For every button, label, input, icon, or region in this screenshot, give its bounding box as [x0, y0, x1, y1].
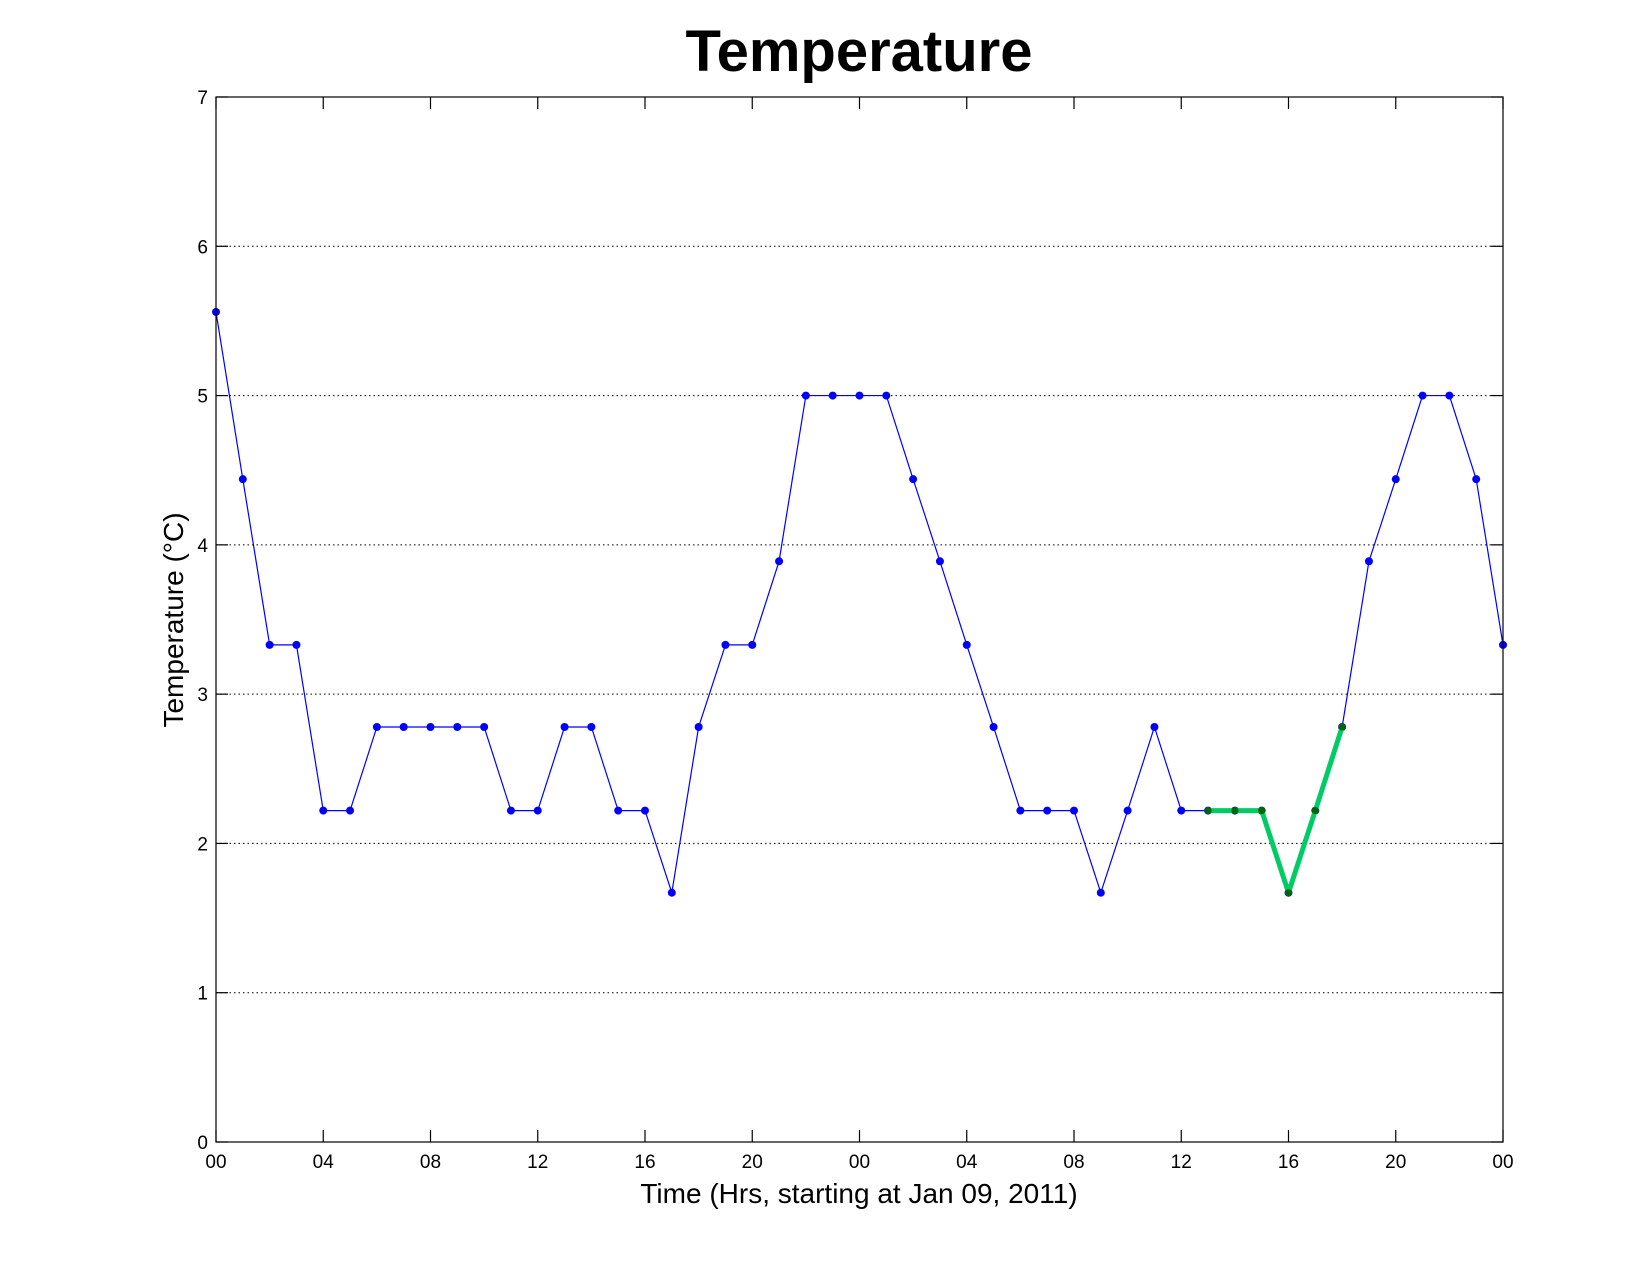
temperature-point [882, 391, 891, 400]
temperature-point [748, 640, 757, 649]
temperature-point [1043, 806, 1052, 815]
x-tick-label: 20 [1385, 1152, 1406, 1173]
y-tick-label: 0 [197, 1133, 208, 1154]
y-tick-label: 6 [197, 237, 208, 258]
temperature-point [1391, 475, 1400, 484]
temperature-point [426, 722, 435, 731]
temperature-point [614, 806, 623, 815]
temperature-point [346, 806, 355, 815]
temperature-point [238, 475, 247, 484]
temperature-point [1472, 475, 1481, 484]
temperature-point [935, 557, 944, 566]
temperature-point [1096, 888, 1105, 897]
y-axis-label: Temperature (°C) [158, 512, 189, 727]
grid-lines [216, 245, 1503, 994]
x-tick-labels: 00 04 08 12 16 20 00 04 08 12 16 20 00 [205, 1152, 1513, 1173]
y-tick-label: 7 [197, 88, 208, 109]
temperature-point [828, 391, 837, 400]
y-tick-labels: 0 1 2 3 4 5 6 7 [197, 88, 208, 1154]
y-tick-label: 1 [197, 984, 208, 1005]
x-tick-label: 12 [1171, 1152, 1192, 1173]
y-tick-label: 5 [197, 387, 208, 408]
y-tick-label: 4 [197, 536, 208, 557]
highlight-point [1338, 723, 1346, 731]
temperature-point [989, 722, 998, 731]
temperature-point [453, 722, 462, 731]
temperature-point [1016, 806, 1025, 815]
temperature-point [1445, 391, 1454, 400]
highlight-point [1204, 806, 1212, 815]
temperature-point [1418, 391, 1427, 400]
highlight-series-line [1208, 726, 1345, 896]
temperature-point [775, 557, 784, 566]
y-tick-label: 3 [197, 685, 208, 706]
temperature-point [641, 806, 649, 815]
temperature-point [506, 806, 515, 815]
highlight-point [1258, 806, 1266, 815]
x-tick-label: 04 [956, 1152, 978, 1173]
temperature-point [1150, 722, 1159, 731]
x-tick-label: 16 [1278, 1152, 1299, 1173]
x-tick-label: 00 [1492, 1152, 1513, 1173]
temperature-point [265, 640, 274, 649]
temperature-point [399, 722, 408, 731]
x-tick-label: 00 [849, 1152, 870, 1173]
temperature-point [480, 722, 489, 731]
temperature-point [962, 640, 971, 649]
temperature-point [372, 722, 381, 731]
temperature-point [587, 722, 596, 731]
temperature-point [694, 722, 703, 731]
temperature-point [667, 888, 676, 897]
x-axis-label: Time (Hrs, starting at Jan 09, 2011) [640, 1178, 1077, 1209]
x-tick-label: 16 [634, 1152, 655, 1173]
highlight-point [1311, 806, 1319, 815]
chart-title: Temperature [685, 19, 1032, 84]
axis-ticks [215, 96, 1504, 1143]
temperature-point [560, 722, 569, 731]
temperature-point [533, 806, 542, 815]
temperature-point [1070, 806, 1078, 815]
x-tick-label: 08 [1063, 1152, 1084, 1173]
temperature-point [1364, 557, 1373, 566]
highlight-point [1231, 806, 1239, 815]
temperature-point [319, 806, 328, 815]
series-layer [212, 307, 1507, 897]
x-tick-label: 04 [313, 1152, 335, 1173]
y-tick-label: 2 [197, 834, 208, 855]
x-tick-label: 20 [742, 1152, 763, 1173]
x-tick-label: 12 [527, 1152, 548, 1173]
x-tick-label: 08 [420, 1152, 441, 1173]
highlight-point [1284, 889, 1293, 897]
temperature-point [909, 475, 918, 484]
x-tick-label: 00 [205, 1152, 226, 1173]
temperature-point [1177, 806, 1186, 815]
temperature-point [855, 391, 864, 400]
temperature-point [1123, 806, 1132, 815]
plot-frame [215, 96, 1504, 1143]
temperature-point [801, 391, 810, 400]
temperature-point [292, 640, 301, 649]
temperature-point [721, 640, 730, 649]
